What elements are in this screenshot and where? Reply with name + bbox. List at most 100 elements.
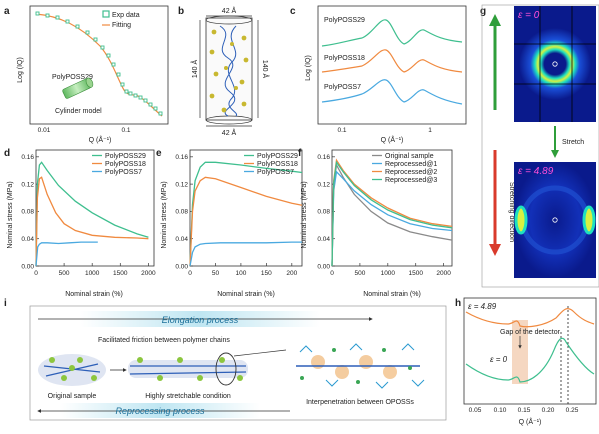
elongation-label: Elongation process [162,315,239,325]
series-line [331,170,453,267]
x-tick-label: 500 [59,270,70,277]
series-line [189,161,303,267]
curve-stretched [465,308,595,328]
panel-b: b 42 Å 140 Å 140 Å 42 Å [178,6,270,137]
series-line [189,241,302,267]
legend-marker-exp [102,10,110,18]
x-tick-label: 0.10 [494,407,507,414]
strain-label-top: ε = 4.89 [468,302,497,311]
panel-d: d Nominal stress (MPa) Nominal strain (%… [4,148,156,298]
down-arrow-head [489,244,501,256]
panel-g: g ε = 0 Stretching direction Stretch ε =… [480,4,599,288]
strain-label-bottom: ε = 0 [490,355,508,364]
exp-points [35,11,163,116]
y-tick-label: 0.16 [21,154,34,161]
panel-letter: b [178,6,184,17]
x-tick-label: 1 [428,127,432,134]
x-tick-label: 0.1 [121,127,130,134]
legend-fit: Fitting [112,22,131,29]
plot-frame [331,149,453,267]
direction-label: Stretching direction [508,182,515,242]
zoom-line [233,349,287,357]
panel-letter: g [480,6,486,17]
x-tick-label: 150 [261,270,272,277]
x-tick-label: 0 [330,270,334,277]
y-tick-label: 0.12 [175,181,188,188]
legend-entry: Reprocessed@3 [385,177,437,184]
zoom-circle [215,352,237,386]
stretchable-label: Highly stretchable condition [145,393,231,400]
y-tick-label: 0.16 [175,154,188,161]
stretch-arrow-head [551,150,559,158]
panel-letter: e [156,148,162,159]
x-tick-label: 0.25 [566,407,579,414]
x-tick-label: 1500 [408,270,423,277]
interpenetration-label: Interpenetration between OPOSSs [306,399,414,406]
panel-f: f Nominal stress (MPa) Nominal strain (%… [298,148,453,298]
legend-entry: PolyPOSS18 [257,161,298,168]
y-axis-label: Nominal stress (MPa) [7,181,14,248]
legend-entry: PolyPOSS29 [257,153,298,160]
legend-entry: Reprocessed@2 [385,169,437,176]
bottom-dimension: 42 Å [222,128,237,137]
y-axis-label: Nominal stress (MPa) [301,181,308,248]
detector-grid [514,6,596,122]
series-label: PolyPOSS7 [324,84,361,91]
interpenetration-icon [296,343,425,389]
x-tick-label: 500 [354,270,365,277]
y-tick-label: 0.04 [317,236,330,243]
panel-letter: a [4,6,10,17]
panel-i: i Elongation process Facilitated frictio… [4,298,447,421]
panel-e: e Nominal stress (MPa) Nominal strain (%… [156,148,303,298]
x-tick-label: 0.01 [38,127,51,134]
y-tick-label: 0.00 [175,263,188,270]
series-line-7 [321,79,463,105]
legend-entry: PolyPOSS29 [105,153,146,160]
y-axis-label: Log (IQ) [305,55,312,81]
cylinder-top [205,15,253,25]
x-axis-label: Q (Å⁻¹) [519,417,542,426]
y-tick-label: 0.00 [21,263,34,270]
series-label: PolyPOSS18 [324,55,365,62]
x-tick-label: 2000 [436,270,451,277]
y-axis-label: Nominal stress (MPa) [161,181,168,248]
x-axis-label: Q (Å⁻¹) [381,135,404,144]
x-tick-label: 200 [286,270,297,277]
y-tick-label: 0.12 [21,181,34,188]
original-label: Original sample [48,393,97,400]
x-tick-label: 0.1 [337,127,346,134]
x-axis-label: Nominal strain (%) [65,291,123,298]
reprocessing-label: Reprocessing process [115,406,205,416]
series-line [331,160,453,267]
x-tick-label: 0 [34,270,38,277]
cylinder-model-icon [62,77,94,99]
plot-frame [317,5,467,125]
beam-stop-icon [552,61,558,67]
saxs-pattern-stretched [514,162,596,278]
x-tick-label: 0.20 [542,407,555,414]
series-line [35,176,149,267]
x-tick-label: 1000 [381,270,396,277]
top-dimension: 42 Å [222,6,237,15]
x-axis-label: Nominal strain (%) [217,291,275,298]
original-sample-icon [38,354,106,386]
panel-letter: h [455,298,461,309]
friction-label: Facilitated friction between polymer cha… [98,337,230,344]
panel-frame [481,4,599,288]
cylinder-bottom [205,115,253,125]
strain-label-top: ε = 0 [518,10,540,21]
poss-cages-icon [209,29,249,113]
panel-letter: f [298,148,302,159]
series-line-29 [321,19,463,47]
y-tick-label: 0.08 [21,209,34,216]
x-tick-label: 0.15 [518,407,531,414]
plot-frame [463,297,597,405]
series-line [35,241,98,267]
left-dimension: 140 Å [190,60,199,79]
curve-unstretched [465,337,595,383]
plot-frame [35,149,155,267]
panel-letter: c [290,6,296,17]
legend-exp: Exp data [112,12,140,19]
x-tick-label: 100 [235,270,246,277]
panel-c: c Log (IQ) 0.1 1 Q (Å⁻¹) PolyPOSS29 Poly… [290,5,467,144]
